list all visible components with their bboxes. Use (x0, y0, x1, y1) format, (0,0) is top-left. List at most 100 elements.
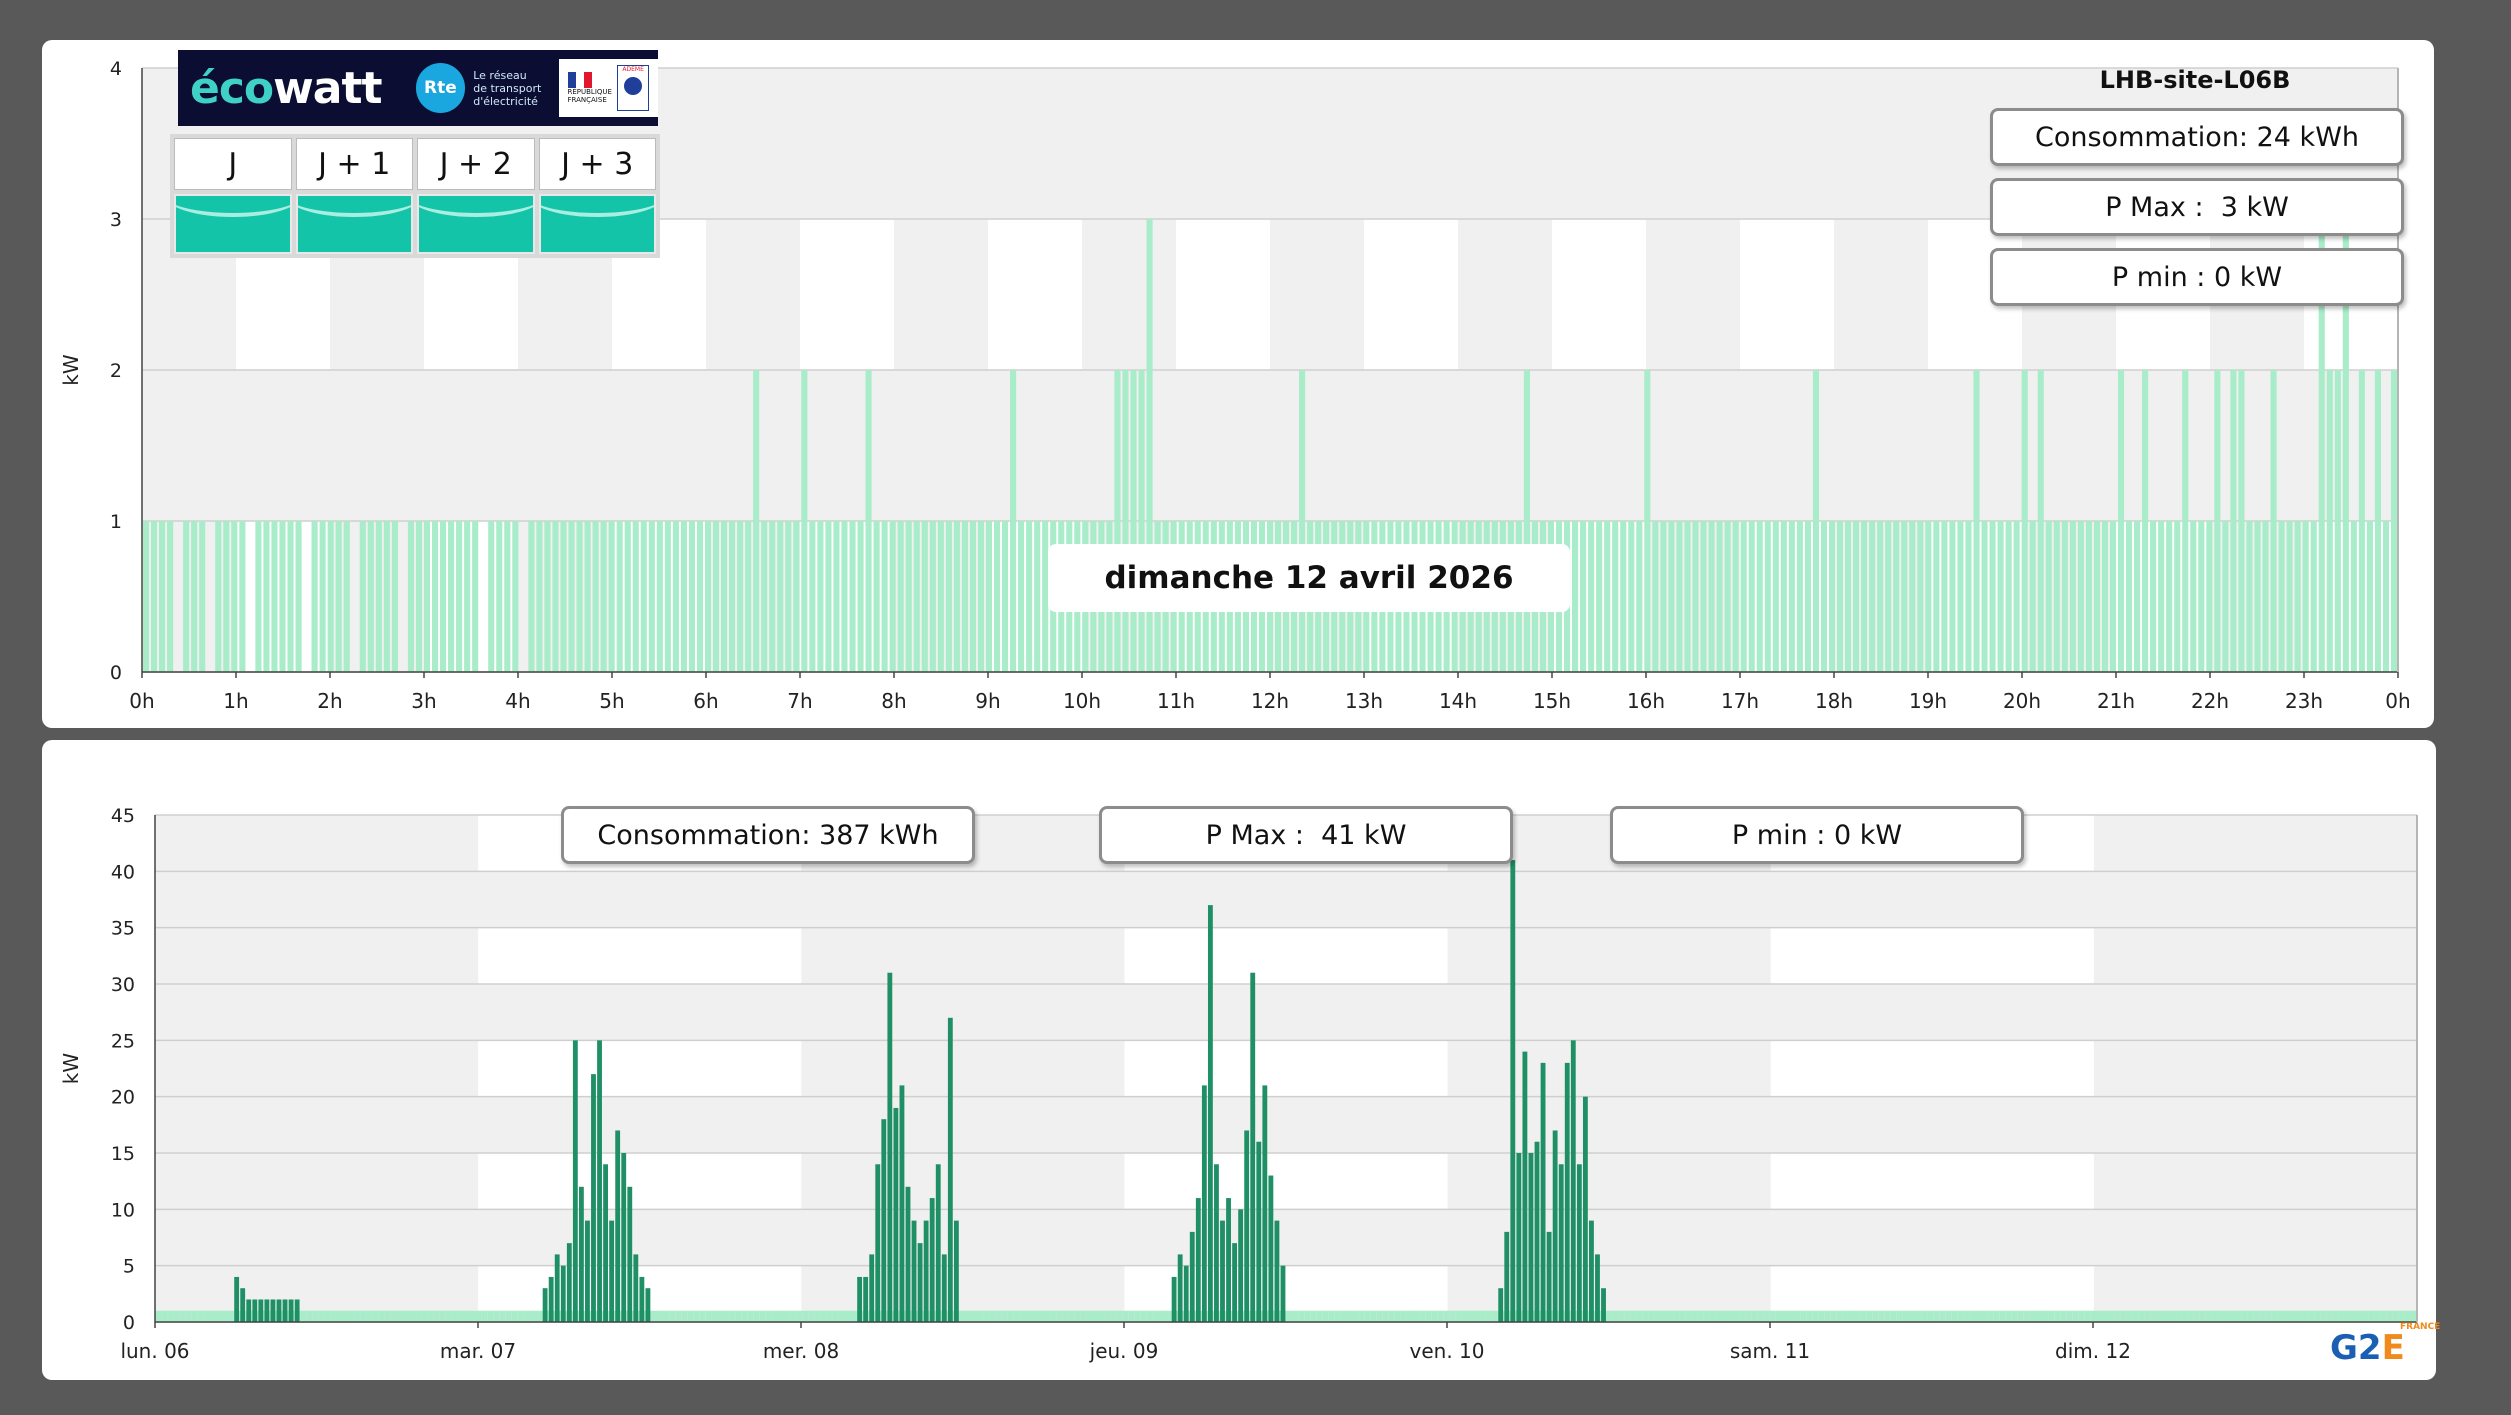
bar-base (838, 1310, 845, 1322)
bar-base (1794, 1310, 1801, 1322)
bar-base (1376, 1310, 1383, 1322)
bar (1877, 521, 1884, 672)
bar (464, 521, 471, 672)
bar (199, 521, 206, 672)
bar-base (1316, 1310, 1323, 1322)
grid-band (801, 1040, 1125, 1097)
x-tick-label: 18h (1815, 689, 1853, 713)
x-tick-label: 13h (1345, 689, 1383, 713)
bar (1949, 521, 1956, 672)
bar-base (1074, 1310, 1081, 1322)
bar (335, 521, 342, 672)
bar-base (959, 1310, 966, 1322)
grid-band (1082, 219, 1176, 370)
bar-base (415, 1310, 422, 1322)
bar (1756, 521, 1763, 672)
bar-base (463, 1310, 470, 1322)
bar (1595, 1254, 1600, 1322)
bar-base (1818, 1310, 1825, 1322)
bar-base (2199, 1310, 2206, 1322)
bar (1034, 521, 1041, 672)
bar (929, 1198, 935, 1322)
bar (1724, 521, 1731, 672)
bar-base (1854, 1310, 1861, 1322)
bar (488, 521, 495, 672)
bar (1588, 521, 1595, 672)
x-tick-label: 7h (787, 689, 812, 713)
bar (1177, 1254, 1183, 1322)
rf-text-line: RÉPUBLIQUE (567, 88, 612, 96)
bar-base (2296, 1310, 2303, 1322)
bar (2198, 521, 2205, 672)
bar (953, 1220, 959, 1322)
bar (375, 521, 382, 672)
bar (440, 521, 447, 672)
bar (2278, 521, 2285, 672)
bar (1201, 1085, 1207, 1322)
bar-base (705, 1310, 712, 1322)
bar (1232, 1243, 1238, 1322)
bar-base (2223, 1310, 2230, 1322)
bar-base (2205, 1310, 2212, 1322)
bar (167, 521, 174, 672)
bar-base (517, 1310, 524, 1322)
bar (1226, 1198, 1231, 1322)
bar (1676, 521, 1683, 672)
bar-base (2289, 1310, 2297, 1322)
bar-base (2229, 1310, 2236, 1322)
bar (857, 1276, 863, 1322)
bar (704, 521, 712, 672)
signal-level-green (174, 194, 292, 254)
bar (2238, 370, 2245, 672)
bar (1909, 521, 1916, 672)
bar (2214, 370, 2221, 672)
ecowatt-day-j1: J + 1 (295, 138, 413, 254)
rte-tagline-line: de transport (473, 81, 542, 95)
x-tick-label: sam. 11 (1730, 1339, 1810, 1363)
bar (1171, 1276, 1177, 1322)
bar-base (2066, 1310, 2073, 1322)
bar (2045, 521, 2052, 672)
x-tick-label: 23h (2285, 689, 2323, 713)
bar (640, 521, 647, 672)
bar-base (2029, 1310, 2036, 1322)
bar (1820, 521, 1828, 672)
bar-base (1370, 1310, 1377, 1322)
bar (1732, 521, 1739, 672)
bar (2246, 521, 2253, 672)
bar-base (1116, 1310, 1123, 1322)
bar-base (1800, 1310, 1807, 1322)
bar-base (2023, 1310, 2030, 1322)
bar-base (1134, 1310, 1141, 1322)
x-tick-label: 9h (975, 689, 1000, 713)
bar-base (2283, 1310, 2290, 1322)
bar-base (2156, 1310, 2163, 1322)
bar-base (499, 1310, 506, 1322)
republique-francaise-logo: RÉPUBLIQUE FRANÇAISE ADEME (558, 59, 658, 117)
bar (889, 521, 896, 672)
bar (1893, 521, 1900, 672)
bar-base (306, 1310, 313, 1322)
bar-base (1158, 1310, 1166, 1322)
bar-base (2404, 1310, 2411, 1322)
weekly-pmin-box: P min : 0 kW (1610, 806, 2024, 864)
bar-base (2362, 1310, 2369, 1322)
bar-base (451, 1310, 458, 1322)
x-tick-label: 2h (317, 689, 342, 713)
bar-base (1419, 1310, 1426, 1322)
bar (953, 521, 960, 672)
bar (1612, 521, 1619, 672)
bar (407, 521, 415, 672)
bar (1026, 521, 1033, 672)
bar (873, 521, 880, 672)
bar (1604, 521, 1611, 672)
grid-band (1458, 219, 1552, 370)
bar (1238, 1209, 1244, 1322)
bar-base (2314, 1310, 2321, 1322)
bar-base (2005, 1310, 2012, 1322)
bar-base (1485, 1310, 1492, 1322)
bar (809, 521, 816, 672)
bar (656, 521, 663, 672)
bar (2358, 370, 2365, 672)
bar-base (2386, 1310, 2393, 1322)
